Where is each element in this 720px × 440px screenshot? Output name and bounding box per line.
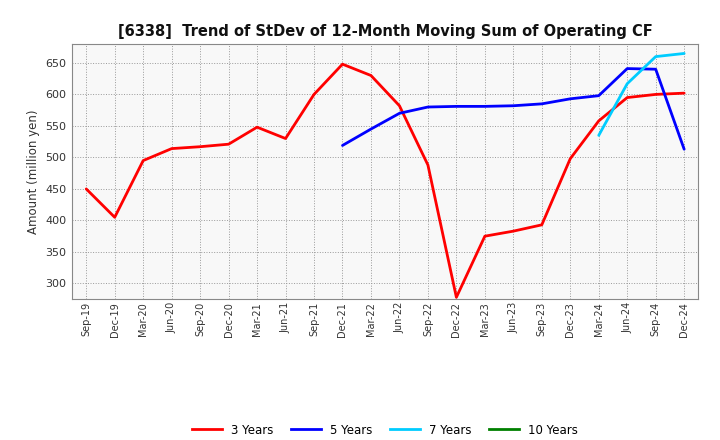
Title: [6338]  Trend of StDev of 12-Month Moving Sum of Operating CF: [6338] Trend of StDev of 12-Month Moving…: [118, 24, 652, 39]
Legend: 3 Years, 5 Years, 7 Years, 10 Years: 3 Years, 5 Years, 7 Years, 10 Years: [187, 419, 583, 440]
Y-axis label: Amount (million yen): Amount (million yen): [27, 110, 40, 234]
